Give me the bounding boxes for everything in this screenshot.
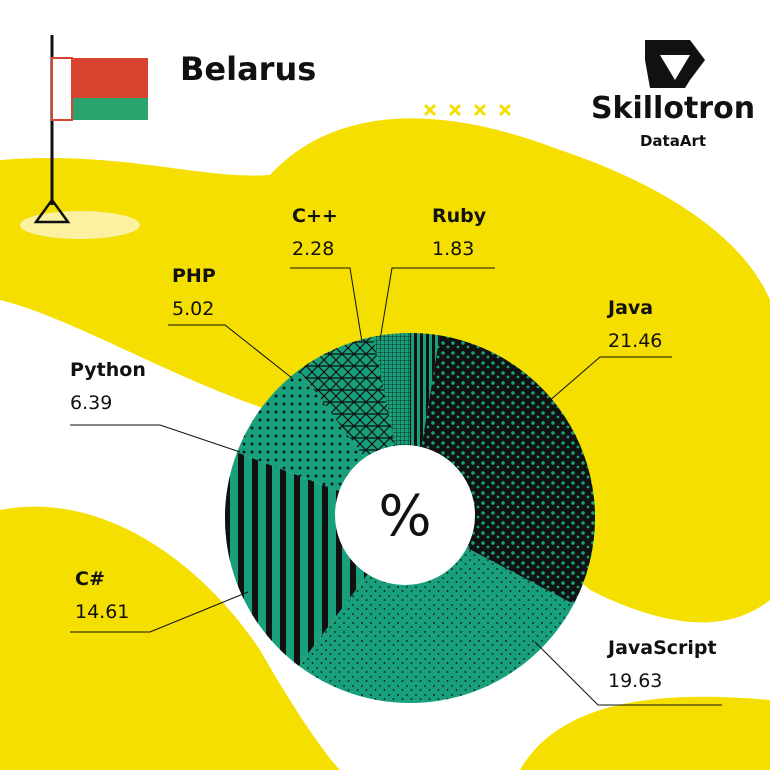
slice-value: 6.39 xyxy=(70,392,112,414)
leader-line xyxy=(379,267,495,341)
decoration xyxy=(423,103,512,117)
flag-green xyxy=(52,98,148,120)
slice-value: 14.61 xyxy=(75,601,129,623)
slice-name: Java xyxy=(606,297,653,319)
yellow-blob xyxy=(520,696,770,770)
slice-value: 19.63 xyxy=(608,670,662,692)
slice-name: C# xyxy=(75,568,105,590)
leader-line xyxy=(70,591,249,633)
flag-ornament xyxy=(51,57,73,121)
slice-texture xyxy=(298,518,574,703)
center-label: % xyxy=(378,484,431,549)
sub-brand: DataArt xyxy=(640,132,706,150)
leader-line xyxy=(534,641,722,706)
slice-name: JavaScript xyxy=(606,637,717,659)
flag-shadow xyxy=(20,211,140,239)
yellow-blob xyxy=(0,506,340,770)
leader-line xyxy=(70,424,241,453)
leader-line xyxy=(168,324,293,379)
brand: Skillotron xyxy=(591,91,755,126)
pie-hole xyxy=(335,445,475,585)
slice-name: Python xyxy=(70,359,146,381)
flag-base xyxy=(33,197,71,224)
slice-name: C++ xyxy=(292,205,338,227)
slice-value: 2.28 xyxy=(292,238,334,260)
logo-mark xyxy=(645,40,705,88)
slice-name: Ruby xyxy=(432,205,487,227)
leader-line xyxy=(290,267,363,343)
slice-value: 5.02 xyxy=(172,298,214,320)
leader-line xyxy=(547,356,672,403)
slice-value: 21.46 xyxy=(608,330,662,352)
country-title: Belarus xyxy=(180,50,316,88)
slice-name: PHP xyxy=(172,265,216,287)
slice-value: 1.83 xyxy=(432,238,474,260)
